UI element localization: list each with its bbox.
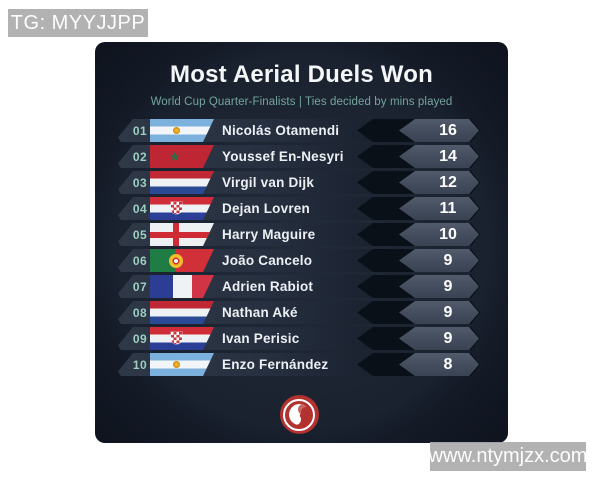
table-row: 05 Harry Maguire 10: [118, 223, 480, 246]
rank-label: 02: [132, 149, 148, 164]
table-row: 03 Virgil van Dijk 12: [118, 171, 480, 194]
value-panel: 16: [399, 119, 479, 142]
duels-won-value: 10: [439, 225, 457, 243]
value-panel: 11: [399, 197, 479, 220]
value-panel: 10: [399, 223, 479, 246]
argentina-flag-icon: [150, 353, 214, 376]
rank-label: 09: [132, 331, 148, 346]
telegram-watermark-badge: TG: MYYJJPP: [8, 9, 148, 37]
player-name: João Cancelo: [222, 253, 313, 268]
player-name: Ivan Perisic: [222, 331, 300, 346]
table-row: 04 Dejan Lovren 11: [118, 197, 480, 220]
player-name: Nicolás Otamendi: [222, 123, 340, 138]
player-name: Virgil van Dijk: [222, 175, 315, 190]
table-row: 09 Ivan Perisic 9: [118, 327, 480, 350]
croatia-flag-icon: [150, 197, 214, 220]
website-watermark-badge: www.ntymjzx.com: [428, 442, 588, 471]
duels-won-value: 14: [439, 147, 457, 165]
table-row: 06 João Cancelo 9: [118, 249, 480, 272]
table-row: 07 Adrien Rabiot 9: [118, 275, 480, 298]
player-name: Nathan Aké: [222, 305, 298, 320]
player-name: Adrien Rabiot: [222, 279, 314, 294]
duels-won-value: 12: [439, 173, 457, 191]
telegram-watermark-text: TG: MYYJJPP: [10, 11, 146, 34]
value-panel: 8: [399, 353, 479, 376]
brand-logo-swirl-icon: [288, 404, 310, 425]
duels-won-value: 9: [443, 251, 453, 269]
rank-label: 01: [132, 123, 148, 138]
player-name: Enzo Fernández: [222, 357, 329, 372]
player-name: Youssef En-Nesyri: [222, 149, 344, 164]
brand-logo-ring-icon: [283, 398, 315, 431]
value-panel: 9: [399, 327, 479, 350]
morocco-flag-icon: [150, 145, 214, 168]
brand-logo: [279, 395, 319, 434]
value-panel: 9: [399, 275, 479, 298]
rank-label: 07: [132, 279, 148, 294]
netherlands-flag-icon: [150, 171, 214, 194]
stats-card: Most Aerial Duels Won World Cup Quarter-…: [95, 42, 508, 443]
england-flag-icon: [150, 223, 214, 246]
duels-won-value: 9: [443, 329, 453, 347]
table-row: 10 Enzo Fernández 8: [118, 353, 480, 376]
france-flag-icon: [150, 275, 214, 298]
table-row: 01 Nicolás Otamendi 16: [118, 119, 480, 142]
rank-label: 10: [132, 357, 148, 372]
page-title: Most Aerial Duels Won: [170, 61, 433, 88]
duels-won-value: 9: [443, 303, 453, 321]
netherlands-flag-icon: [150, 301, 214, 324]
player-ranking-list: 01 Nicolás Otamendi 16 02 Youssef En-Nes…: [118, 119, 480, 379]
value-panel: 14: [399, 145, 479, 168]
portugal-flag-icon: [150, 249, 214, 272]
rank-label: 05: [132, 227, 148, 242]
duels-won-value: 16: [439, 121, 457, 139]
duels-won-value: 9: [443, 277, 453, 295]
table-row: 08 Nathan Aké 9: [118, 301, 480, 324]
page-subtitle: World Cup Quarter-Finalists | Ties decid…: [150, 96, 453, 108]
value-panel: 9: [399, 301, 479, 324]
rank-label: 06: [132, 253, 148, 268]
website-watermark-text: www.ntymjzx.com: [428, 445, 588, 467]
croatia-flag-icon: [150, 327, 214, 350]
player-name: Dejan Lovren: [222, 201, 310, 216]
table-row: 02 Youssef En-Nesyri 14: [118, 145, 480, 168]
value-panel: 12: [399, 171, 479, 194]
argentina-flag-icon: [150, 119, 214, 142]
value-panel: 9: [399, 249, 479, 272]
rank-label: 04: [132, 201, 148, 216]
duels-won-value: 8: [443, 355, 453, 373]
player-name: Harry Maguire: [222, 227, 316, 242]
rank-label: 08: [132, 305, 148, 320]
rank-label: 03: [132, 175, 148, 190]
duels-won-value: 11: [439, 199, 457, 217]
